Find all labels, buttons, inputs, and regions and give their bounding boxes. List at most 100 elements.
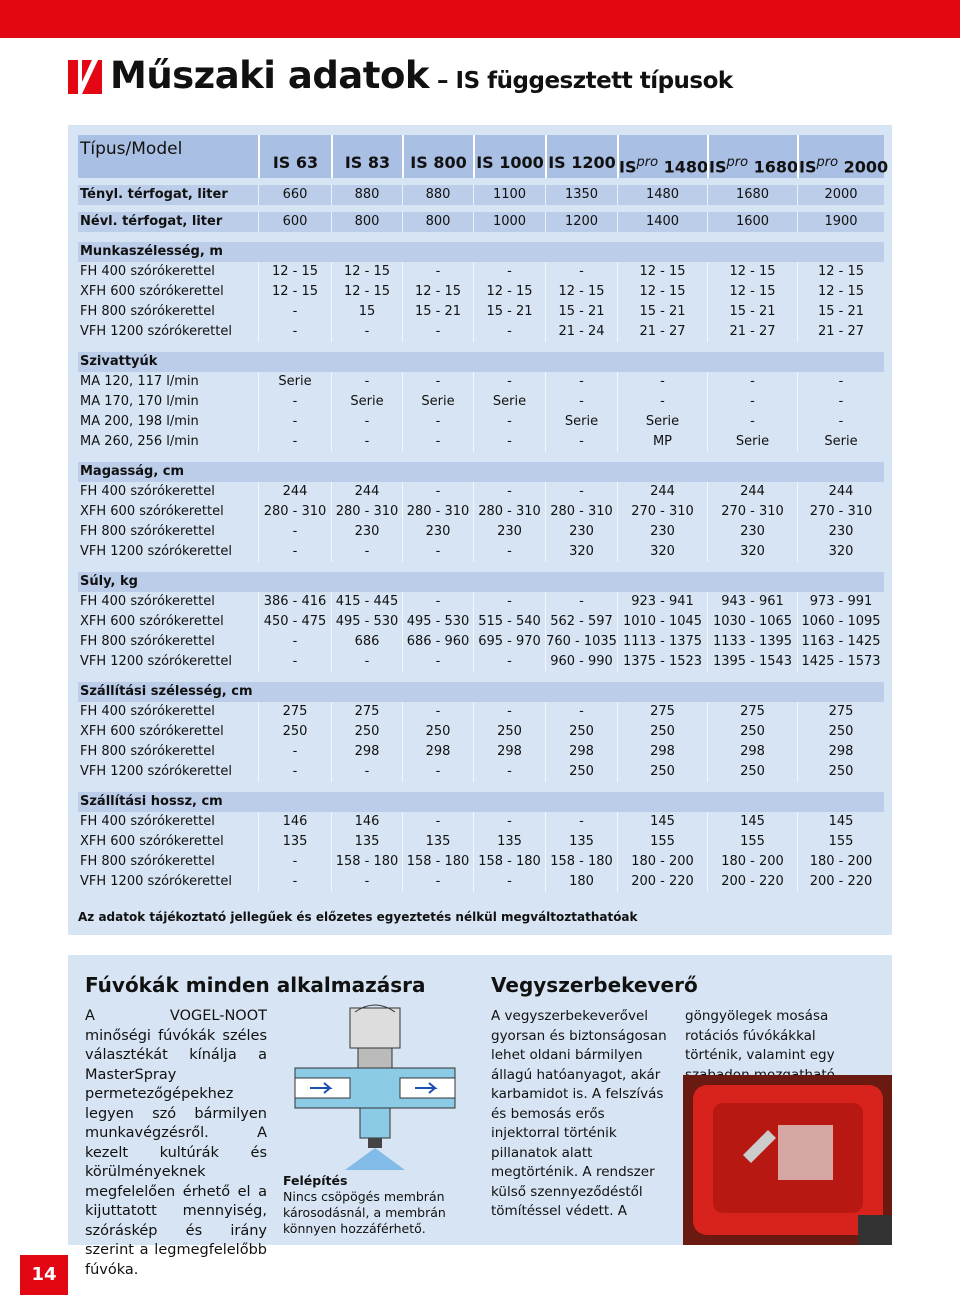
value-cell: 155	[707, 832, 797, 852]
value-cell: -	[258, 392, 331, 412]
data-row: FH 400 szórókerettel 386 - 416 415 - 445- -…	[78, 592, 884, 612]
value-cell: 135	[331, 832, 402, 852]
row-label: MA 260, 256 l/min	[80, 434, 199, 449]
value-cell: 298	[473, 742, 545, 762]
value-cell: 270 - 310	[797, 502, 884, 522]
value-cell: 320	[707, 542, 797, 562]
data-row: XFH 600 szórókerettel 12 - 15 12 - 15 12 - …	[78, 282, 884, 302]
value-cell: 12 - 15	[545, 282, 617, 302]
value-cell: 275	[331, 702, 402, 722]
value-cell: -	[617, 372, 707, 392]
section-header: Szivattyúk	[78, 352, 884, 372]
value-cell: 15 - 21	[797, 302, 884, 322]
value-cell: 1200	[545, 212, 617, 232]
value-cell: Serie	[258, 372, 331, 392]
value-cell: 158 - 180	[473, 852, 545, 872]
row-label: MA 120, 117 l/min	[80, 374, 199, 389]
value-cell: 320	[797, 542, 884, 562]
value-cell: -	[545, 432, 617, 452]
value-cell: 180	[545, 872, 617, 892]
model-name: IS	[799, 157, 817, 177]
caption-text: Nincs csöpögés membrán károsodásnál, a m…	[283, 1189, 446, 1236]
value-cell: -	[402, 482, 473, 502]
section-title: Szállítási szélesség, cm	[80, 684, 253, 699]
value-cell: -	[331, 432, 402, 452]
value-cell: 1163 - 1425	[797, 632, 884, 652]
value-cell: 275	[707, 702, 797, 722]
value-cell: 244	[797, 482, 884, 502]
model-name: IS	[709, 157, 727, 177]
value-cell: 230	[617, 522, 707, 542]
value-cell: -	[402, 372, 473, 392]
section-title: Szállítási hossz, cm	[80, 794, 223, 809]
row-label: XFH 600 szórókerettel	[80, 724, 224, 739]
row-label: FH 400 szórókerettel	[80, 594, 215, 609]
value-cell: 298	[707, 742, 797, 762]
section-title: Munkaszélesség, m	[80, 244, 223, 259]
value-cell: MP	[617, 432, 707, 452]
model-name: IS 800	[410, 153, 467, 172]
value-cell: 12 - 15	[707, 282, 797, 302]
row-label: FH 800 szórókerettel	[80, 854, 215, 869]
value-cell: 15 - 21	[545, 302, 617, 322]
value-cell: -	[258, 522, 331, 542]
data-row: FH 800 szórókerettel -230 230 230 230 230 230 2…	[78, 522, 884, 542]
value-cell: 760 - 1035	[545, 632, 617, 652]
value-cell: -	[545, 702, 617, 722]
value-cell: 230	[402, 522, 473, 542]
model-name: IS 63	[272, 153, 319, 172]
value-cell: 250	[473, 722, 545, 742]
value-cell: -	[473, 262, 545, 282]
model-header: ISpro 2000	[797, 135, 888, 178]
section-title: Fúvókák minden alkalmazásra	[85, 973, 426, 997]
value-cell: 15 - 21	[402, 302, 473, 322]
nozzle-diagram	[294, 1004, 456, 1170]
row-label: MA 170, 170 l/min	[80, 394, 199, 409]
value-cell: -	[473, 372, 545, 392]
value-cell: Serie	[545, 412, 617, 432]
section-title: Vegyszerbekeverő	[491, 973, 698, 997]
value-cell: -	[545, 372, 617, 392]
value-cell: 12 - 15	[473, 282, 545, 302]
value-cell: -	[402, 592, 473, 612]
value-cell: 1425 - 1573	[797, 652, 884, 672]
value-cell: -	[258, 762, 331, 782]
value-cell: 943 - 961	[707, 592, 797, 612]
value-cell: 15 - 21	[473, 302, 545, 322]
value-cell: 12 - 15	[797, 262, 884, 282]
value-cell: 230	[331, 522, 402, 542]
value-cell: -	[258, 872, 331, 892]
value-cell: -	[707, 372, 797, 392]
value-cell: -	[258, 542, 331, 562]
value-cell: 275	[617, 702, 707, 722]
data-row: FH 800 szórókerettel -686 686 - 960 695 - 9…	[78, 632, 884, 652]
value-cell: 145	[707, 812, 797, 832]
row-label: XFH 600 szórókerettel	[80, 284, 224, 299]
data-row: FH 800 szórókerettel -15 15 - 21 15 - 21 15 …	[78, 302, 884, 322]
value-cell: 12 - 15	[258, 282, 331, 302]
value-cell: 495 - 530	[331, 612, 402, 632]
value-cell: -	[473, 412, 545, 432]
value-cell: -	[545, 482, 617, 502]
value-cell: -	[402, 412, 473, 432]
model-number: 2000	[838, 157, 889, 177]
row-label: FH 400 szórókerettel	[80, 264, 215, 279]
value-cell: -	[473, 652, 545, 672]
data-row: VFH 1200 szórókerettel - - - -180 200 - 220 20…	[78, 872, 884, 892]
model-header: IS 1000	[473, 135, 545, 178]
value-cell: -	[402, 262, 473, 282]
value-cell: 1375 - 1523	[617, 652, 707, 672]
value-cell: -	[331, 412, 402, 432]
value-cell: Serie	[402, 392, 473, 412]
top-bar	[0, 0, 960, 38]
value-cell: Serie	[331, 392, 402, 412]
value-cell: 1680	[707, 185, 797, 205]
value-cell: 230	[797, 522, 884, 542]
value-cell: -	[402, 762, 473, 782]
data-row: FH 400 szórókerettel 244 244- - -244 244 244	[78, 482, 884, 502]
value-cell: 270 - 310	[707, 502, 797, 522]
value-cell: 230	[545, 522, 617, 542]
section-title: Súly, kg	[80, 574, 138, 589]
value-cell: -	[545, 262, 617, 282]
value-cell: 275	[797, 702, 884, 722]
